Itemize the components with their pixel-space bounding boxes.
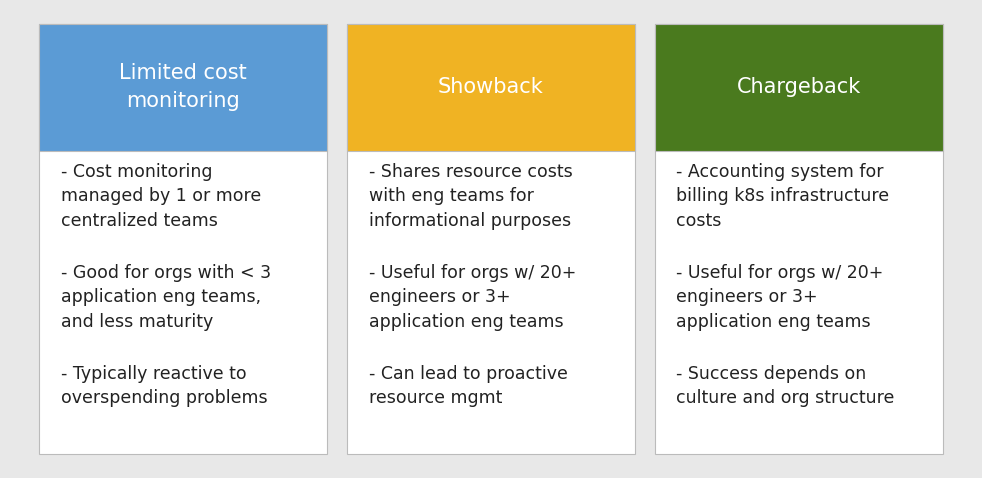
Text: - Cost monitoring
managed by 1 or more
centralized teams: - Cost monitoring managed by 1 or more c… [61,163,261,229]
Text: Limited cost
monitoring: Limited cost monitoring [120,64,247,111]
FancyBboxPatch shape [39,24,327,454]
Text: - Accounting system for
billing k8s infrastructure
costs: - Accounting system for billing k8s infr… [677,163,890,229]
FancyBboxPatch shape [347,24,635,151]
Text: - Useful for orgs w/ 20+
engineers or 3+
application eng teams: - Useful for orgs w/ 20+ engineers or 3+… [368,264,576,331]
Text: - Useful for orgs w/ 20+
engineers or 3+
application eng teams: - Useful for orgs w/ 20+ engineers or 3+… [677,264,884,331]
Text: - Shares resource costs
with eng teams for
informational purposes: - Shares resource costs with eng teams f… [368,163,573,229]
Text: - Success depends on
culture and org structure: - Success depends on culture and org str… [677,365,895,407]
FancyBboxPatch shape [655,24,943,151]
Text: - Good for orgs with < 3
application eng teams,
and less maturity: - Good for orgs with < 3 application eng… [61,264,271,331]
Text: Chargeback: Chargeback [736,77,861,98]
Text: - Can lead to proactive
resource mgmt: - Can lead to proactive resource mgmt [368,365,568,407]
Text: - Typically reactive to
overspending problems: - Typically reactive to overspending pro… [61,365,267,407]
FancyBboxPatch shape [39,24,327,151]
FancyBboxPatch shape [347,24,635,454]
Text: Showback: Showback [438,77,544,98]
FancyBboxPatch shape [655,24,943,454]
